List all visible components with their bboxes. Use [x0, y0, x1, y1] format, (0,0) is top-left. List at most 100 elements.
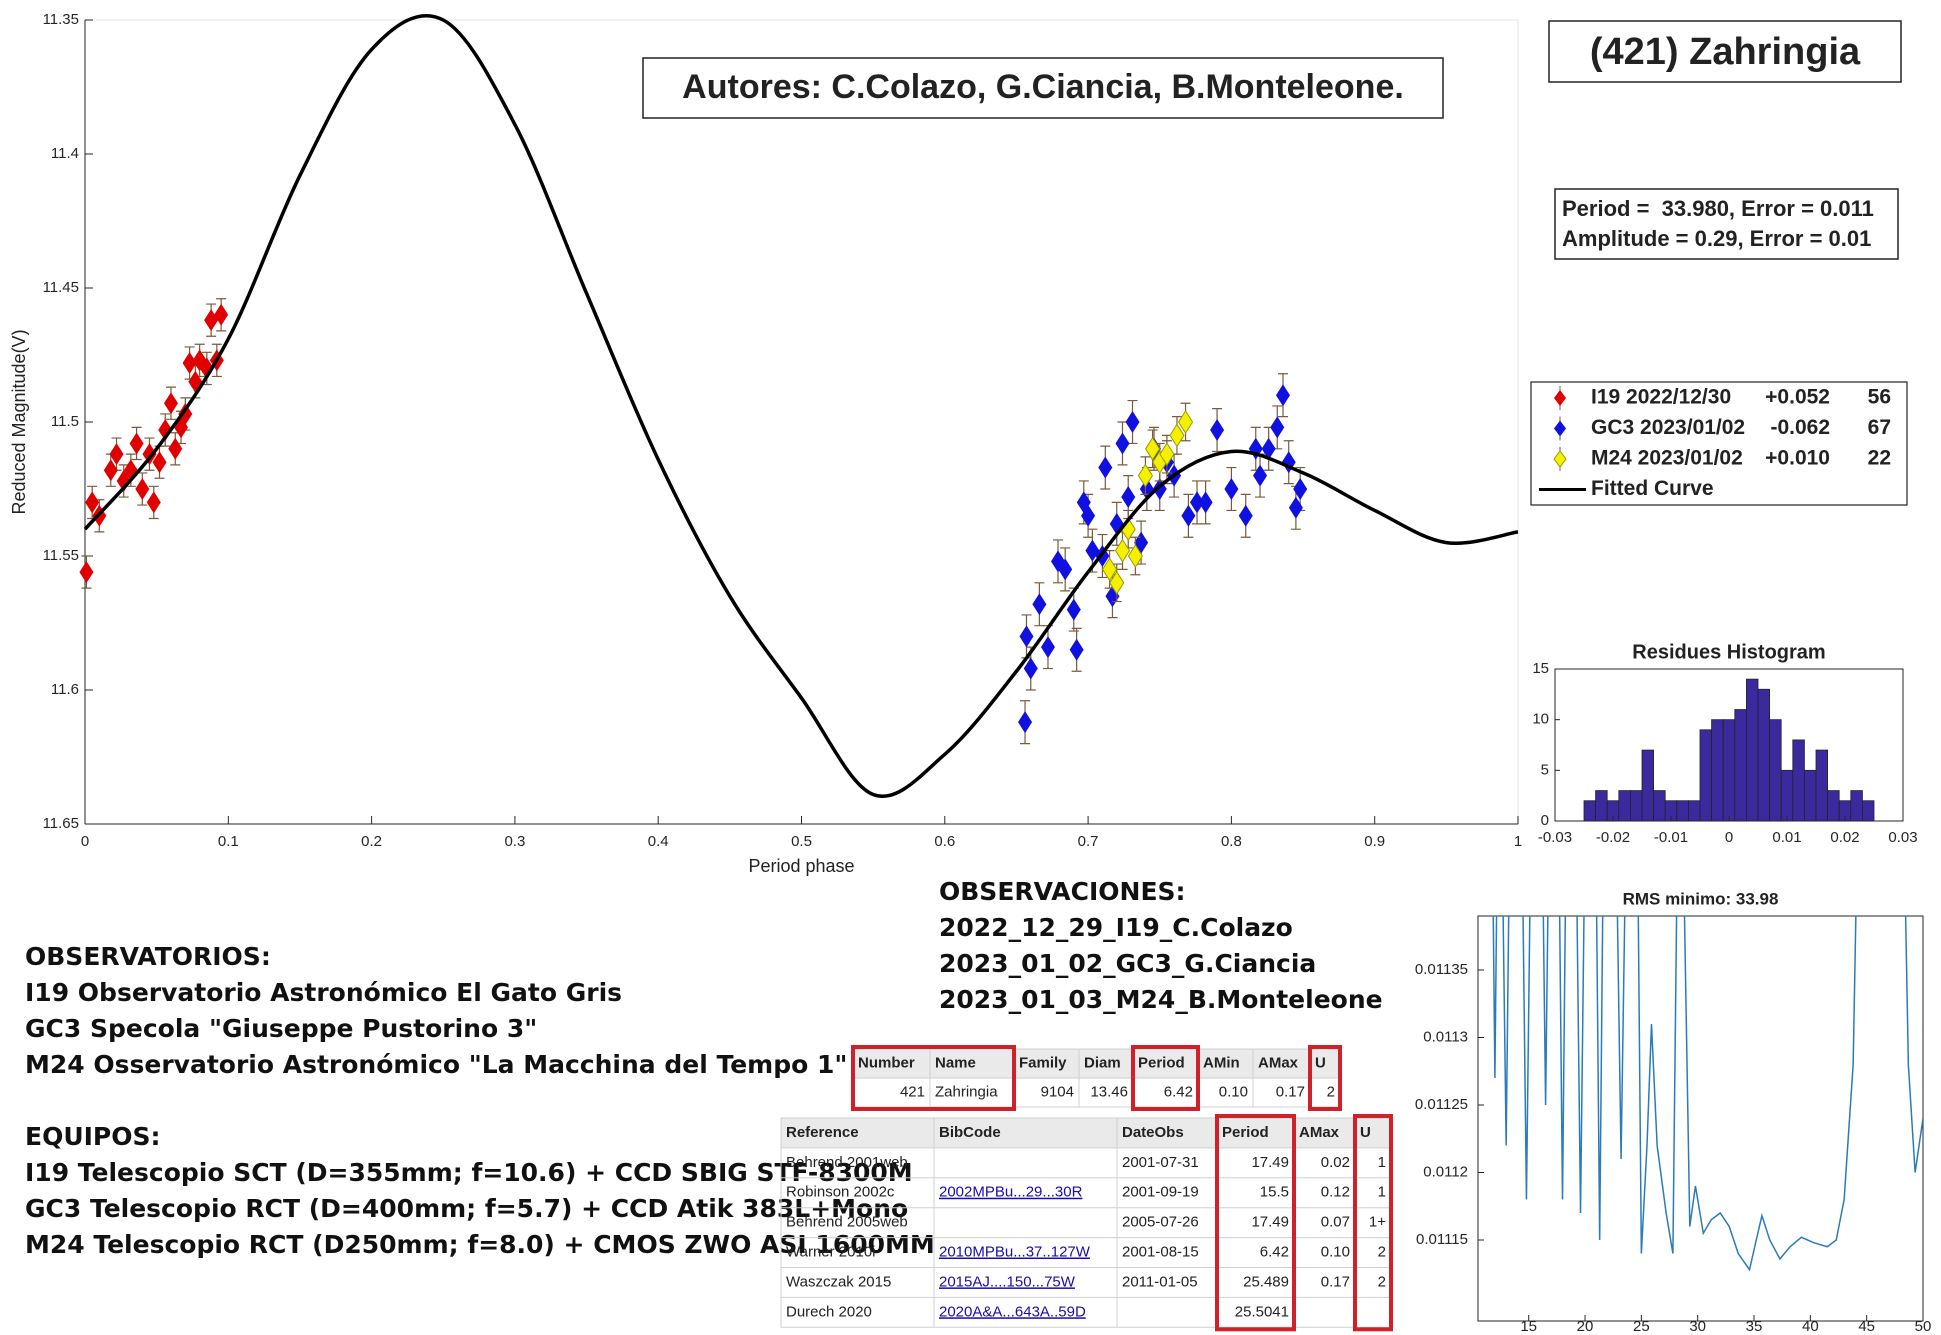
hist-bar: [1804, 769, 1817, 822]
chart-title: (421) Zahringia: [1590, 31, 1861, 73]
x-tick-label: 20: [1577, 1318, 1594, 1335]
table-cell: 2: [1378, 1244, 1386, 1261]
table-header: Diam: [1084, 1054, 1121, 1071]
data-point: [1018, 711, 1033, 734]
hist-bar: [1676, 800, 1689, 822]
table-link[interactable]: 2015AJ....150...75W: [939, 1273, 1076, 1290]
table-link[interactable]: 2010MPBu...37..127W: [939, 1244, 1091, 1261]
data-point: [1270, 416, 1285, 439]
legend-offset: +0.052: [1765, 386, 1830, 409]
table-header: Reference: [786, 1124, 859, 1141]
x-tick-label: 15: [1520, 1318, 1537, 1335]
table-header: AMin: [1203, 1054, 1240, 1071]
highlight-box: [851, 1045, 1016, 1111]
y-tick-label: 0.0112: [1423, 1163, 1468, 1180]
table-header: DateObs: [1122, 1124, 1184, 1141]
table-cell: Waszczak 2015: [786, 1273, 891, 1290]
observatorios-title: OBSERVATORIOS:: [25, 942, 271, 971]
observaciones-line: 2023_01_02_GC3_G.Ciancia: [939, 949, 1316, 978]
x-tick-label: 0.01: [1772, 829, 1801, 846]
legend-marker: [1554, 390, 1566, 406]
y-tick-label: 11.35: [43, 11, 79, 28]
x-tick-label: 0.2: [361, 833, 382, 850]
data-point: [1102, 557, 1118, 582]
table-cell: 2: [1327, 1083, 1335, 1100]
data-point: [1081, 504, 1096, 527]
data-point: [1098, 456, 1113, 479]
table-header: Name: [935, 1054, 976, 1071]
data-point: [1238, 504, 1253, 527]
y-tick-label: 0.0113: [1423, 1028, 1468, 1045]
x-tick-label: 40: [1802, 1318, 1819, 1335]
data-point: [1224, 478, 1239, 500]
hist-bar: [1734, 709, 1747, 822]
equipos-line: M24 Telescopio RCT (D250mm; f=8.0) + CMO…: [25, 1230, 935, 1259]
data-point: [1032, 593, 1047, 616]
data-point: [1109, 570, 1125, 595]
table-cell: 2001-08-15: [1122, 1244, 1199, 1261]
table-link[interactable]: 2020A&A...643A..59D: [939, 1303, 1086, 1320]
table-link[interactable]: 2002MPBu...29...30R: [939, 1184, 1083, 1201]
hist-bar: [1630, 790, 1643, 822]
table-header: AMax: [1299, 1124, 1340, 1141]
data-point: [1177, 410, 1194, 434]
data-point: [178, 402, 193, 425]
x-tick-label: 1: [1514, 833, 1522, 850]
data-point: [182, 352, 197, 375]
y-tick-label: 0.01135: [1415, 961, 1468, 978]
y-axis-label: Reduced Magnitude(V): [9, 329, 29, 514]
data-point: [1181, 504, 1196, 527]
table-cell: 2001-09-19: [1122, 1184, 1199, 1201]
data-point: [85, 491, 100, 514]
fitted-curve: [83, 14, 1519, 798]
data-point: [1019, 625, 1034, 648]
highlight-box: [1308, 1045, 1342, 1111]
highlight-box: [1131, 1045, 1200, 1111]
table-header: Period: [1222, 1124, 1269, 1141]
data-point: [1275, 384, 1290, 407]
x-tick-label: -0.02: [1596, 829, 1630, 846]
legend-count: 22: [1868, 447, 1891, 470]
plot-area: [84, 19, 1519, 825]
data-point: [1144, 436, 1161, 461]
hist-bar: [1711, 719, 1724, 822]
rms-curve: [1492, 916, 1923, 1272]
table-cell: 25.489: [1243, 1273, 1289, 1290]
data-point: [1040, 636, 1055, 659]
legend-count: 56: [1868, 386, 1891, 409]
data-point: [1114, 538, 1131, 563]
amplitude-text: Amplitude = 0.29, Error = 0.01: [1562, 226, 1871, 251]
data-point: [1159, 442, 1175, 467]
x-tick-label: 0.1: [218, 833, 239, 850]
data-point: [1069, 638, 1084, 661]
table-cell: 1: [1378, 1184, 1386, 1201]
data-point: [1058, 558, 1073, 581]
x-tick-label: 0: [81, 833, 89, 850]
table-cell: Behrend 2005web: [786, 1214, 908, 1231]
y-tick-label: 0: [1541, 812, 1549, 829]
period-box: [1554, 188, 1899, 260]
table-cell: Behrend 2001web: [786, 1154, 908, 1171]
data-point: [1288, 496, 1303, 519]
x-tick-label: 30: [1689, 1318, 1706, 1335]
equipos-line: GC3 Telescopio RCT (D=400mm; f=5.7) + CC…: [25, 1194, 908, 1223]
x-tick-label: -0.03: [1538, 829, 1572, 846]
authors-box: [642, 57, 1444, 119]
table-cell: 0.10: [1219, 1083, 1248, 1100]
legend-offset: +0.010: [1765, 447, 1830, 470]
data-point: [103, 459, 118, 482]
table-header-bg: [781, 1118, 1391, 1148]
table-cell: 15.5: [1260, 1184, 1289, 1201]
legend-label: GC3 2023/01/02: [1591, 416, 1745, 439]
hist-bar: [1653, 790, 1666, 822]
hist-bar: [1780, 769, 1794, 822]
hist-bar: [1769, 719, 1782, 822]
legend-label: M24 2023/01/02: [1591, 447, 1743, 470]
hist-bar: [1699, 729, 1712, 822]
data-point: [1115, 432, 1130, 455]
data-point: [1261, 437, 1276, 460]
x-tick-label: 45: [1858, 1318, 1875, 1335]
hist-bar: [1688, 800, 1701, 822]
x-axis-label: Period phase: [748, 856, 854, 876]
